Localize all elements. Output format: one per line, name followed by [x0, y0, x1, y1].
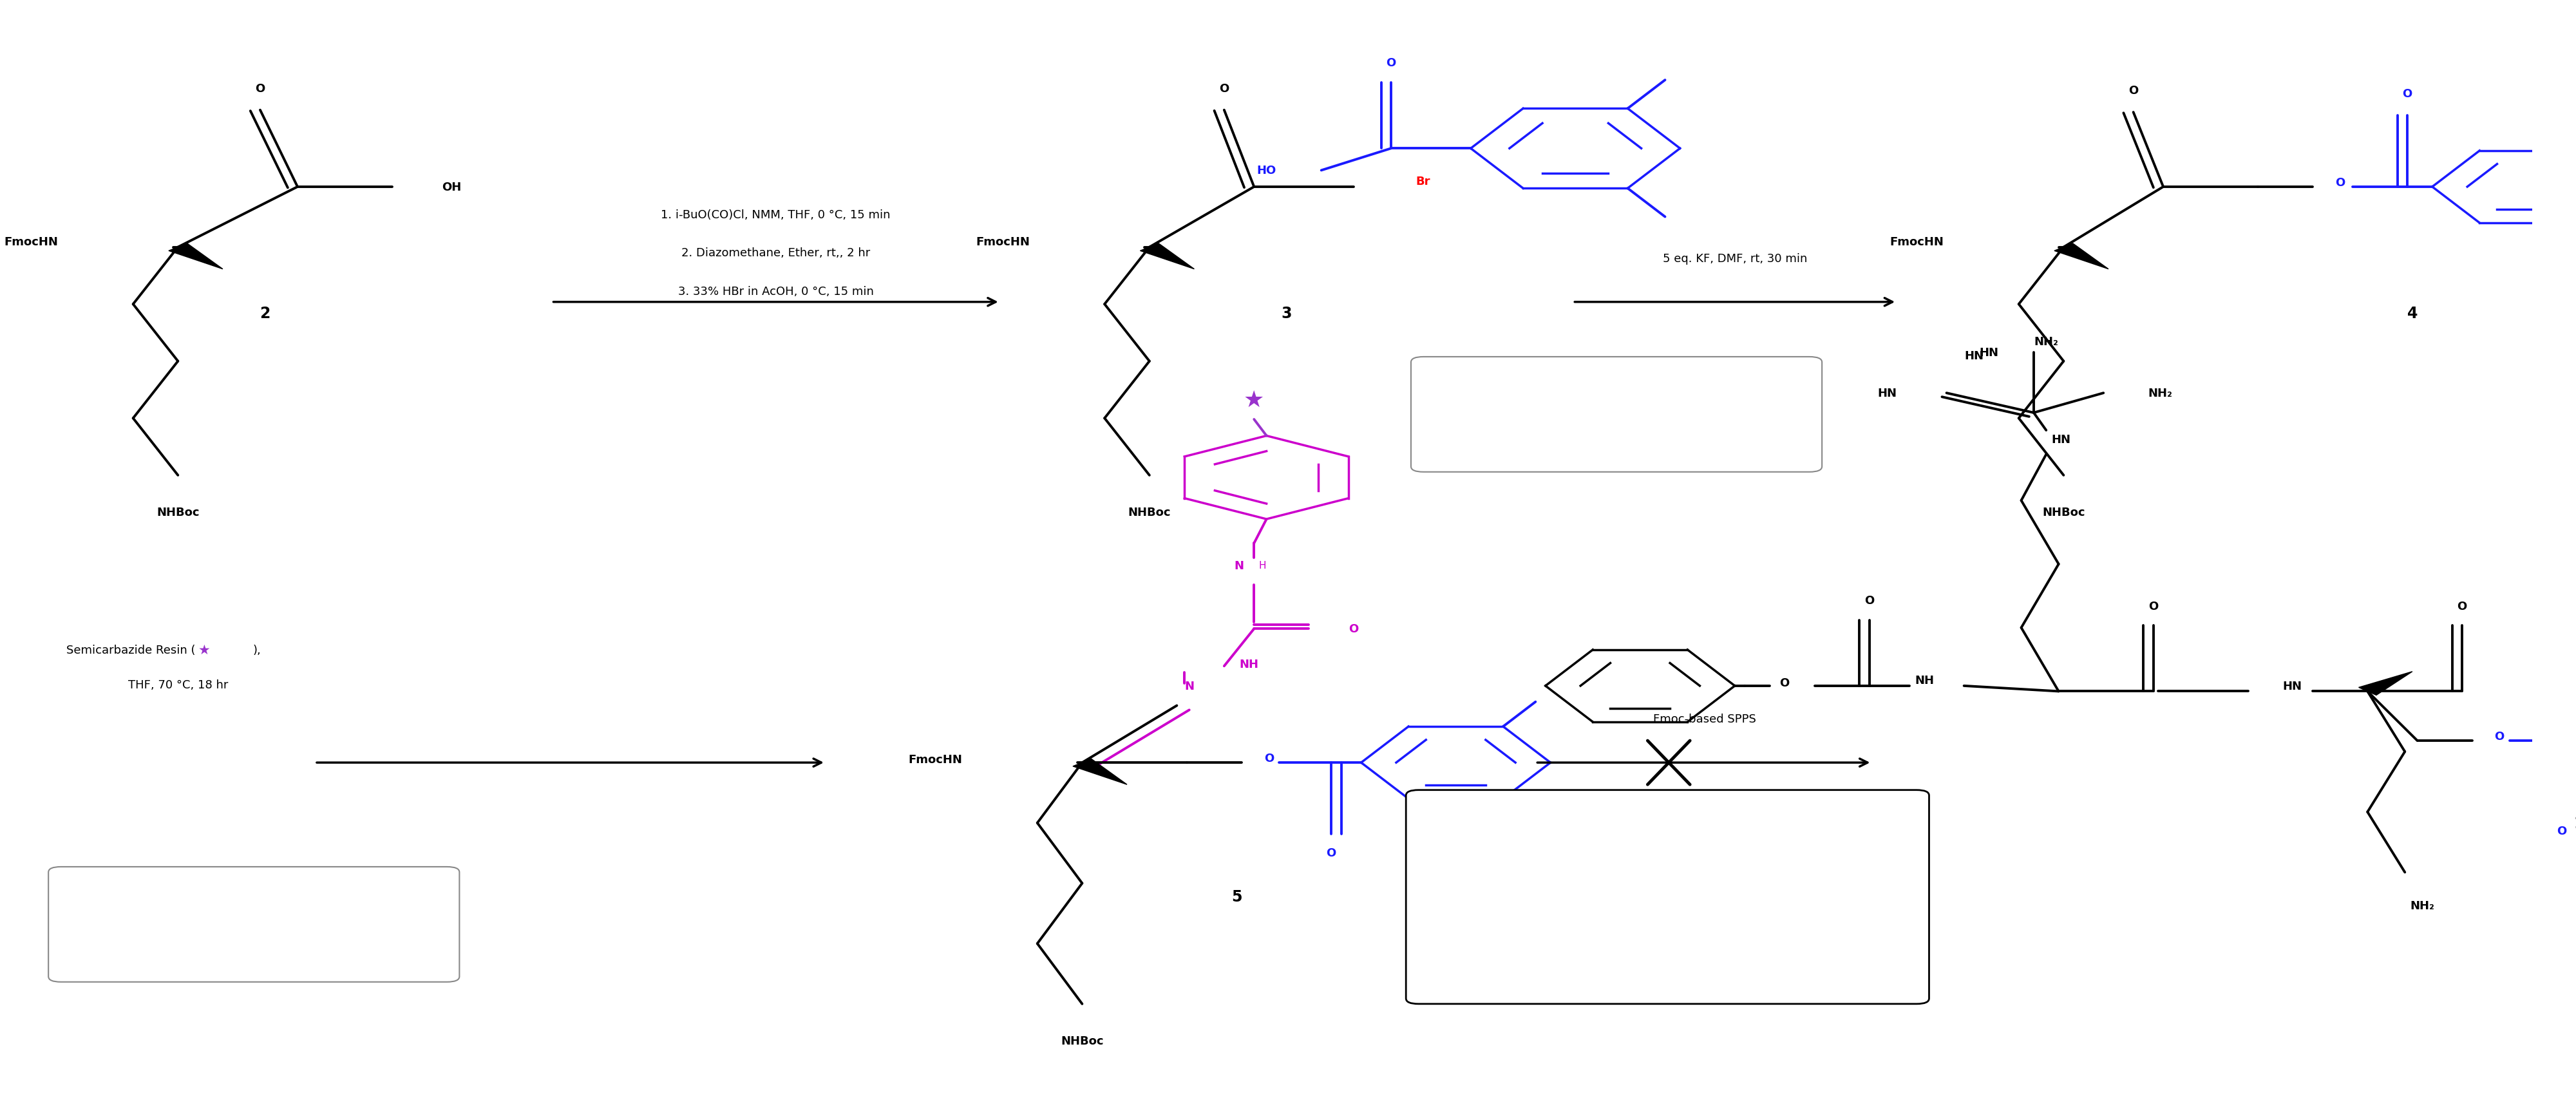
Text: FmocHN: FmocHN [976, 236, 1030, 248]
Polygon shape [1072, 759, 1126, 785]
Text: ),: ), [252, 645, 260, 656]
Polygon shape [167, 244, 222, 269]
Text: 3: 3 [1280, 305, 1291, 321]
Text: 2: 2 [260, 305, 270, 321]
Text: O: O [2334, 177, 2344, 189]
Text: Br: Br [1417, 176, 1430, 188]
Text: 1. i-BuO(CO)Cl, NMM, THF, 0 °C, 15 min: 1. i-BuO(CO)Cl, NMM, THF, 0 °C, 15 min [662, 209, 891, 221]
Polygon shape [2053, 244, 2107, 269]
Text: Current work yield: 96%: Current work yield: 96% [1551, 429, 1682, 441]
Text: NH₂: NH₂ [2032, 336, 2058, 348]
Text: HN: HN [1878, 388, 1896, 400]
Text: O: O [1386, 57, 1396, 69]
Text: Reported yield: 81%: Reported yield: 81% [1561, 390, 1672, 402]
Text: Product Observed: Product Observed [1613, 869, 1721, 881]
FancyBboxPatch shape [1406, 791, 1929, 1004]
Text: FmocHN: FmocHN [909, 753, 963, 765]
Text: 5: 5 [1231, 888, 1242, 905]
Text: NHBoc: NHBoc [1128, 506, 1172, 518]
Text: NHBoc: NHBoc [1061, 1034, 1103, 1046]
Text: O: O [2128, 85, 2138, 97]
Text: O: O [1350, 624, 1358, 635]
Text: O: O [2458, 601, 2468, 612]
Text: NH: NH [1914, 675, 1935, 686]
Text: O: O [1865, 595, 1875, 606]
Text: O: O [1218, 82, 1229, 94]
Text: 2. Diazomethane, Ether, rt,, 2 hr: 2. Diazomethane, Ether, rt,, 2 hr [680, 247, 871, 259]
Text: No reported yield: No reported yield [209, 900, 301, 911]
Text: NHBoc: NHBoc [157, 506, 198, 518]
Text: OH: OH [443, 181, 461, 193]
Text: ★: ★ [1244, 389, 1265, 411]
Text: Current work: No: Current work: No [1615, 839, 1718, 851]
Text: NH₂: NH₂ [2148, 388, 2172, 400]
Text: THF, 70 °C, 18 hr: THF, 70 °C, 18 hr [129, 680, 227, 691]
Text: Due to Reactivity of: Due to Reactivity of [1607, 898, 1728, 910]
Text: N: N [1185, 681, 1195, 692]
Text: H: H [1260, 561, 1267, 570]
FancyBboxPatch shape [1412, 357, 1821, 472]
Text: No reported yield: No reported yield [1620, 811, 1713, 822]
Text: NH: NH [1239, 659, 1260, 670]
Text: NH₂: NH₂ [2409, 899, 2434, 911]
Text: NHBoc: NHBoc [2043, 506, 2084, 518]
Text: FmocHN: FmocHN [5, 236, 59, 248]
Text: Fmoc-based SPPS: Fmoc-based SPPS [1654, 713, 1757, 725]
Text: Semicarbazide Resin (: Semicarbazide Resin ( [67, 645, 196, 656]
Text: O: O [2494, 730, 2504, 742]
Text: O: O [1327, 847, 1337, 859]
Polygon shape [2360, 672, 2411, 695]
Text: O: O [255, 82, 265, 94]
Text: HN: HN [2282, 681, 2303, 692]
Text: O: O [1780, 677, 1790, 688]
Text: 3. 33% HBr in AcOH, 0 °C, 15 min: 3. 33% HBr in AcOH, 0 °C, 15 min [677, 285, 873, 298]
Text: the amine with the: the amine with the [1610, 928, 1726, 940]
Text: HN: HN [1978, 347, 1999, 359]
Text: O: O [2148, 601, 2159, 612]
Polygon shape [1141, 244, 1195, 269]
Text: HN: HN [2050, 434, 2071, 445]
Text: AOMK group: AOMK group [1631, 957, 1705, 970]
Text: N: N [1234, 560, 1244, 571]
Text: O: O [1265, 752, 1273, 764]
Text: O: O [2403, 88, 2411, 100]
Text: 5 eq. KF, DMF, rt, 30 min: 5 eq. KF, DMF, rt, 30 min [1662, 253, 1806, 265]
Text: 4: 4 [2406, 305, 2419, 321]
Text: Current work yield: <5%: Current work yield: <5% [188, 940, 319, 951]
Text: HO: HO [1257, 165, 1278, 177]
Text: ★: ★ [198, 643, 209, 657]
FancyBboxPatch shape [49, 867, 459, 982]
Text: HN: HN [1965, 350, 1984, 362]
Text: FmocHN: FmocHN [1891, 236, 1945, 248]
Text: O: O [2558, 825, 2566, 837]
